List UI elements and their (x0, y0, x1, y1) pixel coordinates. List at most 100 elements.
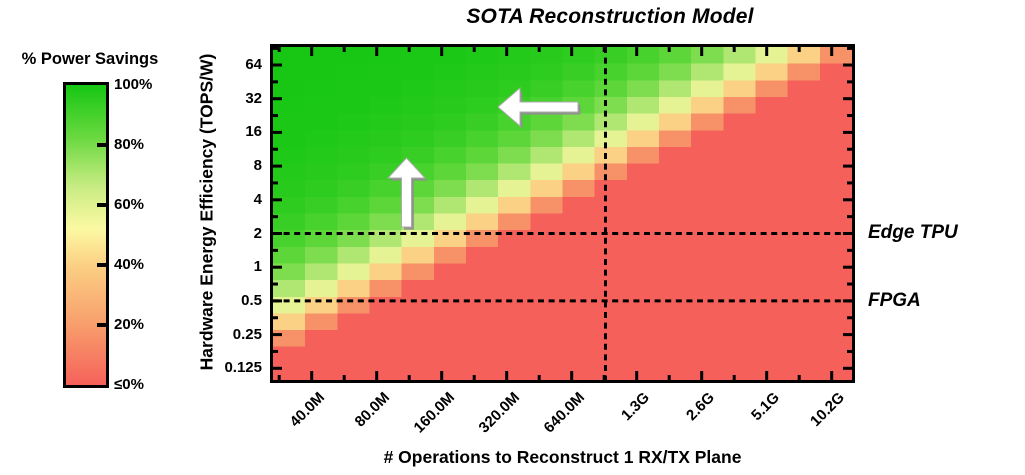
heatmap-cell (787, 213, 821, 231)
heatmap-cell (369, 180, 403, 198)
heatmap-cell (691, 80, 724, 98)
heatmap-cell (691, 63, 724, 81)
heatmap-cell (433, 146, 467, 165)
heatmap-cell (691, 96, 724, 115)
heatmap-cell (787, 280, 821, 298)
heatmap-cell (466, 96, 499, 115)
heatmap-cell (594, 346, 628, 364)
heatmap-cell (530, 313, 564, 331)
heatmap-cell (433, 213, 467, 231)
heatmap-cell (401, 346, 435, 364)
heatmap-cell (369, 146, 403, 165)
heatmap-cell (466, 246, 499, 265)
y-minor-tick (847, 181, 852, 185)
y-tick-label: 16 (245, 123, 262, 141)
y-major-tick (843, 130, 852, 134)
heatmap-cell (369, 213, 403, 231)
heatmap-cell (819, 113, 852, 131)
heatmap-cell (691, 130, 724, 148)
heatmap-cell (787, 313, 821, 331)
chart-title: SOTA Reconstruction Model (466, 5, 754, 28)
heatmap-cell (755, 213, 789, 231)
heatmap-cell (787, 263, 821, 281)
heatmap-cell (626, 113, 660, 131)
x-minor-tick (797, 375, 801, 380)
heatmap-cell (819, 280, 852, 298)
y-minor-tick (273, 349, 278, 353)
y-minor-tick (847, 114, 852, 118)
heatmap-cell (787, 113, 821, 131)
x-major-tick (310, 371, 314, 380)
up-arrow (386, 157, 428, 230)
heatmap-cell (755, 96, 789, 115)
x-major-tick (700, 47, 704, 56)
x-major-tick (830, 371, 834, 380)
heatmap-cell (691, 47, 724, 65)
heatmap-cell (659, 280, 692, 298)
heatmap-cell (337, 63, 371, 81)
heatmap-cell (659, 330, 692, 348)
heatmap-cell (723, 246, 757, 265)
heatmap-cell (337, 80, 371, 98)
heatmap-cell (819, 80, 852, 98)
heatmap-cell (594, 163, 628, 181)
heatmap-cell (369, 130, 403, 148)
heatmap-cell (562, 313, 596, 331)
heatmap-cell (401, 63, 435, 81)
colorbar-title: % Power Savings (21, 50, 159, 68)
heatmap-cell (723, 96, 757, 115)
heatmap-cell (723, 113, 757, 131)
heatmap-cell (530, 80, 564, 98)
heatmap-cell (433, 80, 467, 98)
heatmap-cell (466, 263, 499, 281)
heatmap-cell (337, 130, 371, 148)
x-major-tick (570, 47, 574, 56)
heatmap-cell (305, 346, 338, 364)
heatmap-cell (530, 246, 564, 265)
heatmap-cell (305, 330, 338, 348)
heatmap-cell (626, 80, 660, 98)
y-minor-tick (847, 316, 852, 320)
heatmap-cell (433, 246, 467, 265)
heatmap-cell (498, 130, 531, 148)
heatmap-cell (369, 280, 403, 298)
x-minor-tick (732, 375, 736, 380)
heatmap-cell (626, 196, 660, 215)
heatmap-cell (273, 246, 306, 265)
heatmap-cell (723, 263, 757, 281)
heatmap-cell (755, 346, 789, 364)
heatmap-cell (723, 280, 757, 298)
heatmap-cell (337, 346, 371, 364)
heatmap-cell (530, 330, 564, 348)
heatmap-cell (787, 96, 821, 115)
x-major-tick (440, 47, 444, 56)
heatmap-cell (337, 163, 371, 181)
heatmap-cell (787, 80, 821, 98)
heatmap-cell (723, 363, 757, 380)
y-minor-tick (847, 215, 852, 219)
heatmap-cell (433, 330, 467, 348)
heatmap-cell (755, 146, 789, 165)
heatmap-cell (369, 80, 403, 98)
heatmap-cell (755, 80, 789, 98)
heatmap-cell (273, 280, 306, 298)
heatmap-cell (305, 213, 338, 231)
heatmap-cell (401, 280, 435, 298)
y-minor-tick (273, 114, 278, 118)
heatmap-cell (819, 63, 852, 81)
heatmap-cell (369, 196, 403, 215)
heatmap-cell (594, 80, 628, 98)
y-minor-tick (273, 147, 278, 151)
heatmap-cell (466, 313, 499, 331)
heatmap-cell (659, 130, 692, 148)
heatmap-cell (498, 163, 531, 181)
heatmap-cell (659, 47, 692, 65)
heatmap-cell (659, 346, 692, 364)
x-major-tick (375, 371, 379, 380)
heatmap-cell (466, 196, 499, 215)
heatmap-cell (691, 213, 724, 231)
y-minor-tick (847, 80, 852, 84)
heatmap-cell (691, 180, 724, 198)
heatmap-cell (498, 280, 531, 298)
heatmap-cell (273, 47, 306, 65)
